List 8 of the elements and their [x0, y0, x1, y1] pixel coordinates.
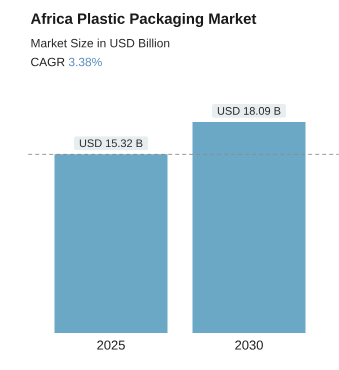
- data-label: USD 18.09 B: [218, 107, 280, 115]
- data-label: USD 15.32 B: [80, 139, 142, 148]
- chart-subtitle: Market Size in USD Billion: [31, 38, 170, 48]
- x-tick-label: 2030: [235, 340, 263, 350]
- text: CAGR: [31, 58, 64, 66]
- chart-title: Africa Plastic Packaging Market: [30, 13, 256, 28]
- text: 3.38%: [68, 58, 102, 66]
- x-tick-label: 2025: [97, 340, 125, 350]
